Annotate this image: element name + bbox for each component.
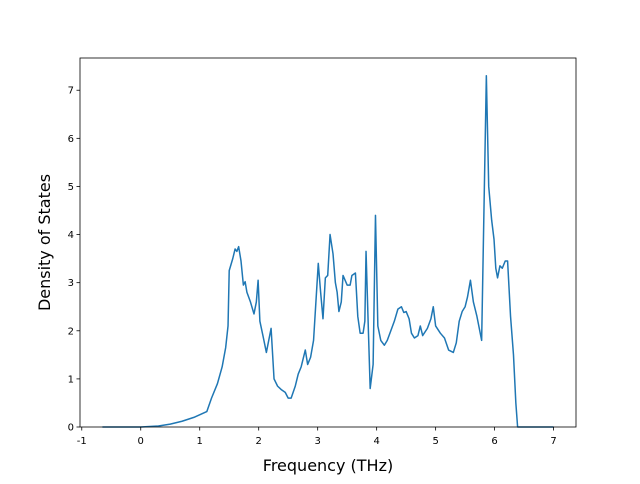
x-tick-label: 3 (314, 436, 320, 447)
y-tick-label: 5 (68, 182, 74, 193)
plot-area (102, 75, 554, 428)
y-axis-label: Density of States (35, 174, 54, 311)
dos-line (102, 75, 554, 428)
x-tick-label: 6 (491, 436, 497, 447)
x-tick-label: 2 (256, 436, 262, 447)
x-tick-label: 5 (432, 436, 438, 447)
y-tick-label: 0 (68, 423, 74, 434)
x-tick-label: 0 (138, 436, 144, 447)
x-tick-label: -1 (77, 436, 87, 447)
x-axis-label: Frequency (THz) (263, 456, 393, 475)
y-tick-label: 1 (68, 374, 74, 385)
y-tick-label: 6 (68, 134, 74, 145)
y-tick-label: 4 (68, 230, 74, 241)
y-tick-label: 3 (68, 278, 74, 289)
x-tick-label: 1 (197, 436, 203, 447)
x-tick-label: 7 (550, 436, 556, 447)
axes-frame (79, 57, 577, 428)
y-tick-label: 7 (68, 86, 74, 97)
x-tick-label: 4 (373, 436, 379, 447)
y-tick-label: 2 (68, 326, 74, 337)
